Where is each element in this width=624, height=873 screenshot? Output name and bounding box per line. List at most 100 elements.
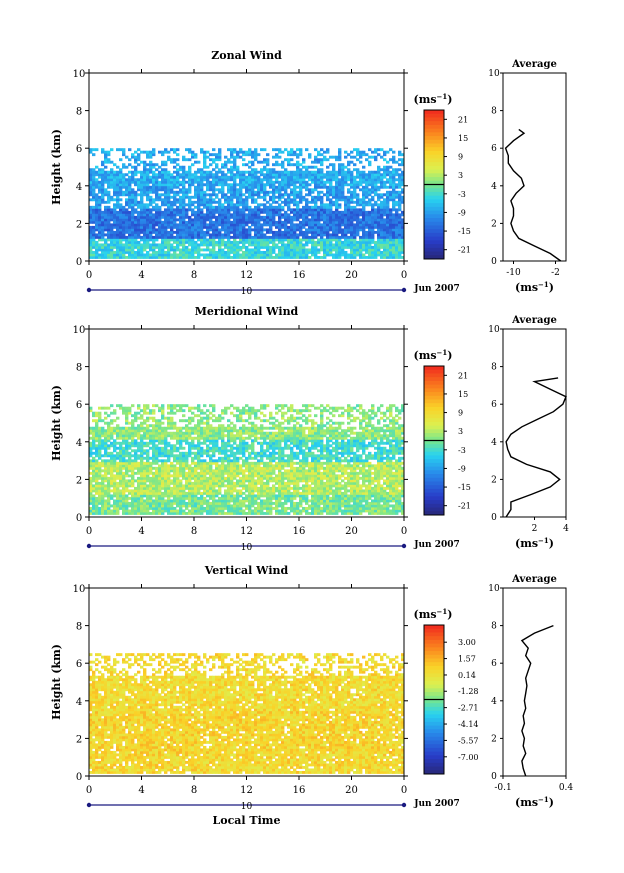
heatmap-cell <box>281 233 285 237</box>
heatmap-cell <box>206 245 210 249</box>
heatmap-cell <box>368 193 372 197</box>
heatmap-cell <box>95 491 99 495</box>
heatmap-cell <box>197 461 201 465</box>
heatmap-cell <box>344 195 348 199</box>
heatmap-cell <box>89 220 93 224</box>
heatmap-cell <box>254 205 258 209</box>
heatmap-cell <box>197 245 201 249</box>
heatmap-cell <box>224 223 228 227</box>
heatmap-cell <box>185 434 189 438</box>
heatmap-cell <box>119 444 123 448</box>
heatmap-cell <box>170 436 174 440</box>
heatmap-cell <box>377 153 381 157</box>
heatmap-cell <box>140 499 144 503</box>
heatmap-cell <box>113 411 117 415</box>
heatmap-cell <box>164 494 168 498</box>
heatmap-cell <box>173 240 177 244</box>
heatmap-cell <box>89 248 93 252</box>
heatmap-cell <box>92 205 96 209</box>
heatmap-cell <box>158 180 162 184</box>
heatmap-cell <box>128 429 132 433</box>
heatmap-cell <box>131 441 135 445</box>
heatmap-cell <box>104 406 108 410</box>
heatmap-cell <box>263 253 267 257</box>
heatmap-cell <box>206 240 210 244</box>
heatmap-cell <box>314 165 318 169</box>
heatmap-cell <box>194 436 198 440</box>
heatmap-cell <box>338 238 342 242</box>
heatmap-cell <box>116 416 120 420</box>
heatmap-cell <box>89 173 93 177</box>
heatmap-cell <box>137 449 141 453</box>
heatmap-cell <box>110 238 114 242</box>
heatmap-cell <box>302 208 306 212</box>
heatmap-cell <box>284 235 288 239</box>
heatmap-cell <box>245 170 249 174</box>
heatmap-cell <box>116 489 120 493</box>
heatmap-cell <box>173 446 177 450</box>
heatmap-cell <box>383 210 387 214</box>
heatmap-cell <box>131 230 135 234</box>
heatmap-cell <box>383 203 387 207</box>
heatmap-cell <box>380 230 384 234</box>
heatmap-cell <box>197 454 201 458</box>
heatmap-cell <box>98 253 102 257</box>
heatmap-cell <box>131 436 135 440</box>
heatmap-cell <box>401 225 405 229</box>
heatmap-cell <box>239 203 243 207</box>
heatmap-cell <box>341 235 345 239</box>
heatmap-cell <box>368 163 372 167</box>
heatmap-cell <box>383 255 387 259</box>
heatmap-cell <box>146 195 150 199</box>
heatmap-cell <box>113 504 117 508</box>
heatmap-cell <box>269 220 273 224</box>
heatmap-cell <box>275 230 279 234</box>
heatmap-cell <box>203 230 207 234</box>
heatmap-cell <box>158 426 162 430</box>
heatmap-cell <box>371 203 375 207</box>
heatmap-cell <box>110 479 114 483</box>
heatmap-cell <box>98 486 102 490</box>
heatmap-cell <box>179 183 183 187</box>
heatmap-cell <box>254 215 258 219</box>
heatmap-cell <box>251 250 255 254</box>
heatmap-cell <box>233 228 237 232</box>
colorbar-segment <box>424 139 444 145</box>
heatmap-cell <box>92 486 96 490</box>
heatmap-cell <box>152 431 156 435</box>
heatmap-cell <box>278 148 282 152</box>
heatmap-cell <box>140 451 144 455</box>
heatmap-cell <box>197 506 201 510</box>
heatmap-cell <box>122 228 126 232</box>
heatmap-cell <box>260 173 264 177</box>
heatmap-cell <box>119 441 123 445</box>
heatmap-cell <box>95 486 99 490</box>
heatmap-cell <box>227 218 231 222</box>
heatmap-cell <box>317 193 321 197</box>
heatmap-cell <box>131 511 135 515</box>
heatmap-cell <box>125 178 129 182</box>
heatmap-cell <box>92 464 96 468</box>
heatmap-cell <box>137 464 141 468</box>
heatmap-cell <box>101 183 105 187</box>
heatmap-cell <box>170 228 174 232</box>
heatmap-cell <box>377 225 381 229</box>
heatmap-cell <box>167 183 171 187</box>
heatmap-cell <box>200 208 204 212</box>
heatmap-cell <box>302 205 306 209</box>
heatmap-cell <box>143 248 147 252</box>
heatmap-cell <box>272 205 276 209</box>
heatmap-cell <box>197 476 201 480</box>
heatmap-cell <box>113 459 117 463</box>
heatmap-cell <box>185 426 189 430</box>
heatmap-cell <box>251 198 255 202</box>
heatmap-cell <box>137 235 141 239</box>
heatmap-cell <box>281 220 285 224</box>
heatmap-cell <box>263 168 267 172</box>
heatmap-cell <box>176 240 180 244</box>
heatmap-cell <box>344 213 348 217</box>
heatmap-cell <box>218 218 222 222</box>
heatmap-cell <box>323 223 327 227</box>
heatmap-cell <box>221 175 225 179</box>
heatmap-cell <box>101 235 105 239</box>
